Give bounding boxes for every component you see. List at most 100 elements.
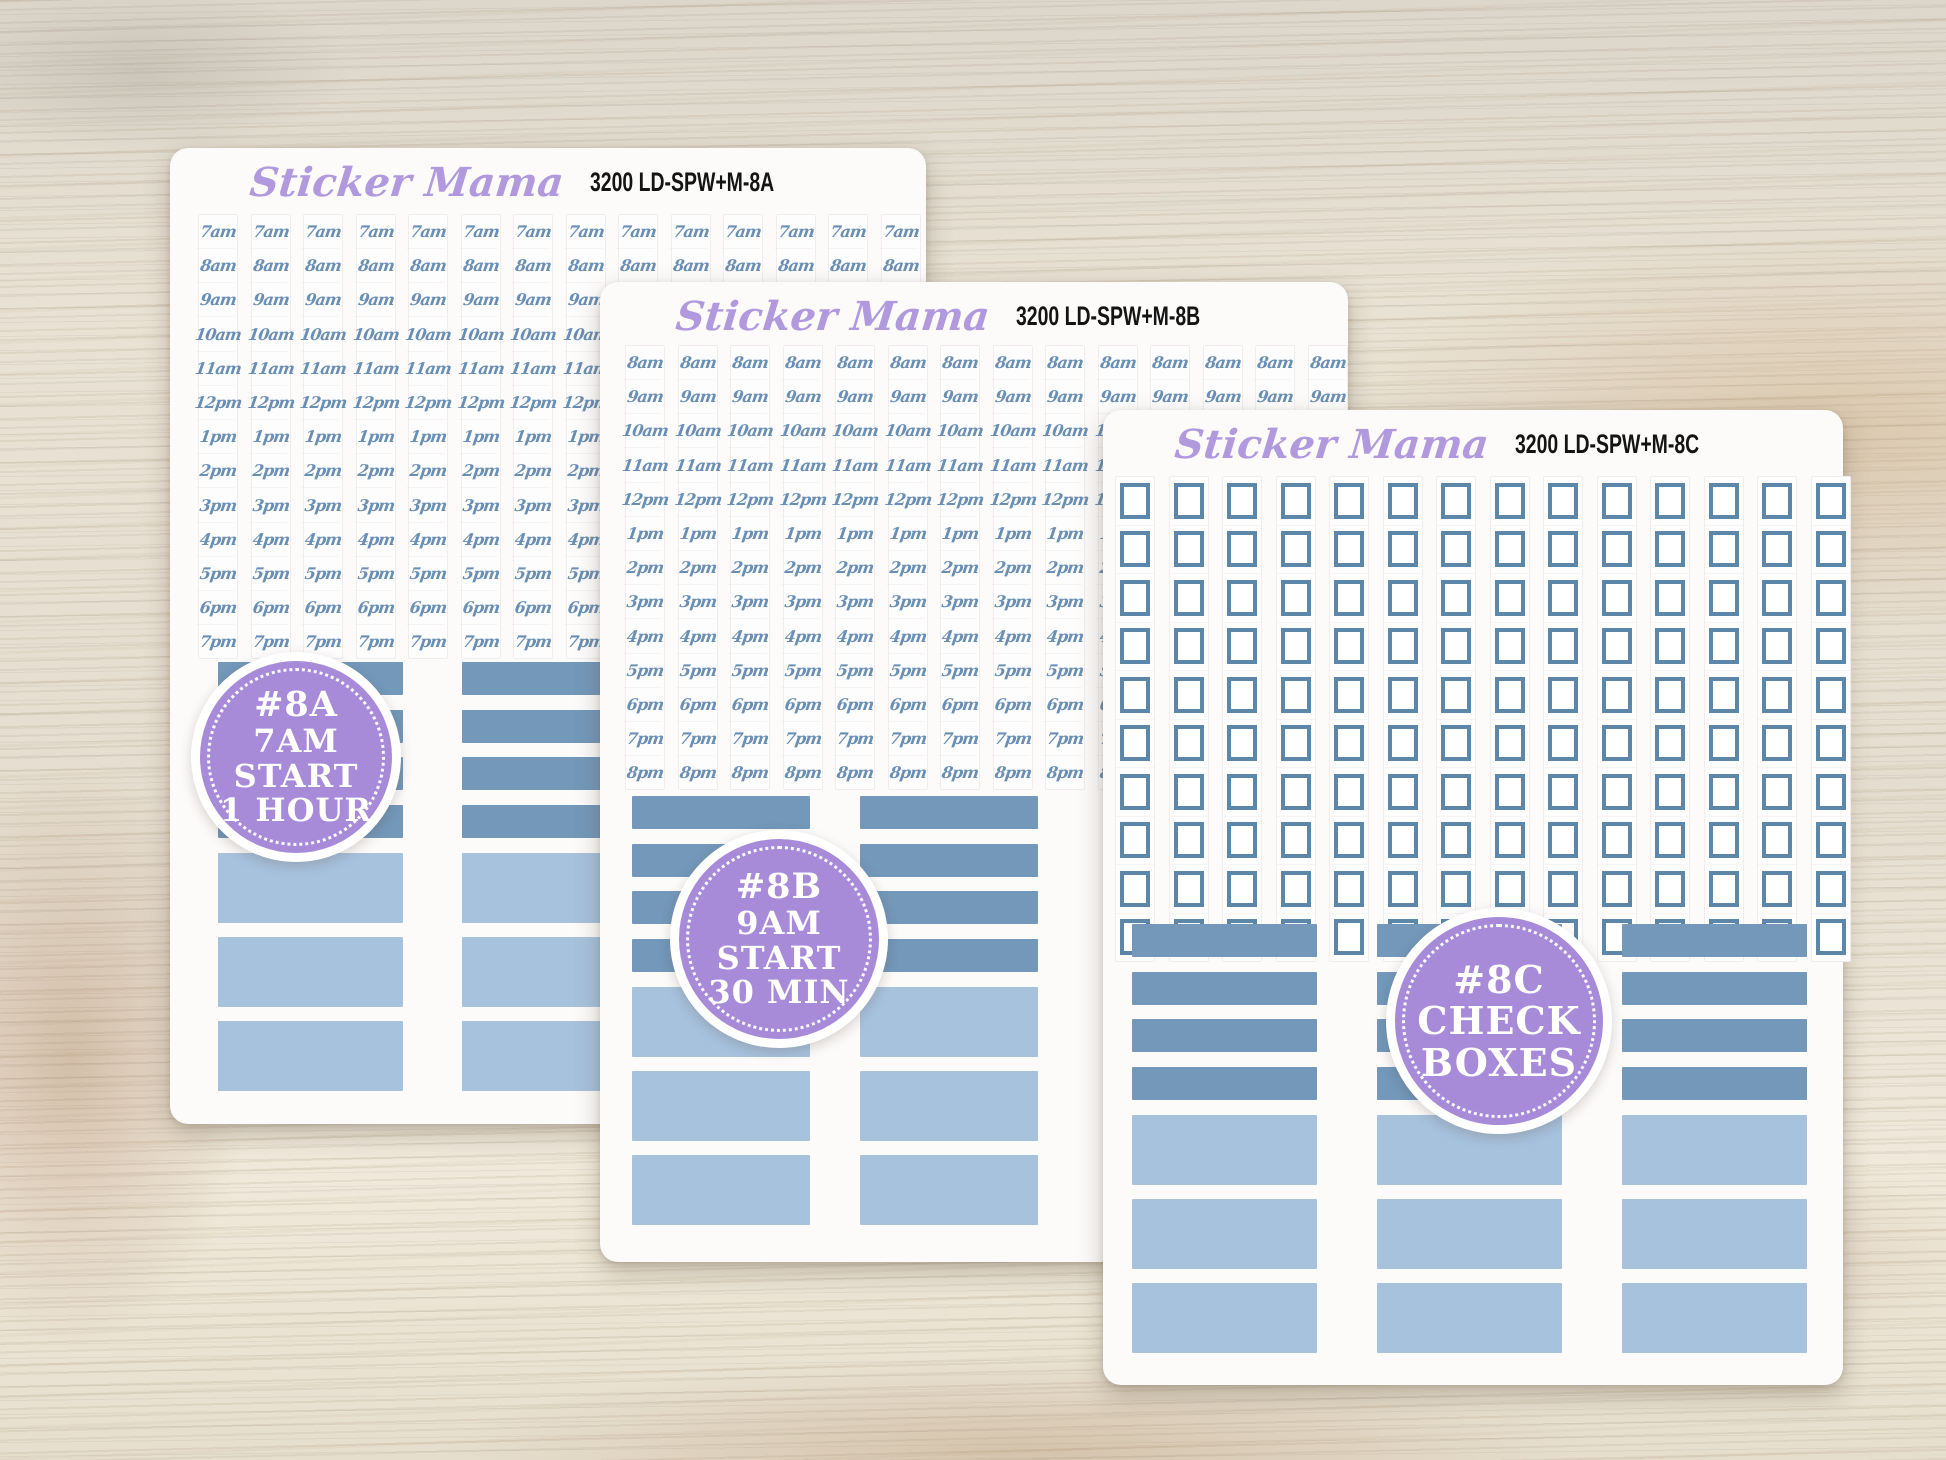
checkbox-cell [1544, 574, 1582, 623]
time-label-sticker: 8am [1253, 346, 1297, 381]
checkbox-sticker [1601, 482, 1632, 519]
checkbox-sticker [1334, 676, 1364, 713]
checkbox-cell [1704, 526, 1743, 574]
checkbox-cell [1223, 526, 1261, 574]
checkbox-cell [1383, 865, 1422, 914]
time-label-sticker: 7am [249, 215, 292, 250]
time-label-sticker: 3pm [406, 488, 450, 523]
checkbox-cell [1383, 720, 1422, 768]
time-label-sticker: 6pm [728, 687, 772, 723]
checkbox-cell [1223, 623, 1261, 671]
checkbox-sticker [1762, 773, 1792, 810]
checkbox-sticker [1494, 725, 1525, 762]
checkbox-sticker [1120, 822, 1150, 859]
time-label-sticker: 5pm [623, 653, 667, 688]
checkbox-cell [1383, 623, 1422, 671]
time-label-sticker: 1pm [354, 420, 397, 455]
sticker-sheet-8c: Sticker Mama 3200 LD-SPW+M-8C #8C CHECK … [1103, 410, 1851, 1385]
dark-bar-sticker [1622, 1019, 1807, 1053]
checkbox-cell [1704, 477, 1743, 526]
time-label-sticker: 8pm [940, 763, 980, 783]
time-label-sticker: 4pm [406, 522, 450, 557]
sheet-8a-header: Sticker Mama 3200 LD-SPW+M-8A [170, 156, 926, 208]
time-label-sticker: 11am [246, 351, 295, 386]
time-label-sticker: 6pm [938, 687, 982, 723]
checkbox-sticker [1227, 579, 1257, 616]
time-label-sticker: 5pm [301, 556, 345, 592]
light-box-sticker [1132, 1282, 1317, 1353]
time-label-sticker: 7pm [991, 722, 1034, 757]
checkbox-sticker [1548, 628, 1578, 665]
time-label-sticker: 3pm [728, 585, 772, 620]
checkbox-cell [1544, 477, 1582, 526]
time-label-sticker: 3pm [249, 488, 292, 523]
time-label-sticker: 8am [879, 249, 922, 284]
checkbox-sticker [1494, 773, 1525, 810]
time-label-sticker: 8am [774, 249, 817, 284]
time-label-sticker: 7am [406, 215, 450, 250]
variant-badge-8c: #8C CHECK BOXES [1386, 908, 1612, 1134]
checkbox-cell [1811, 477, 1850, 526]
time-label-sticker: 6pm [623, 687, 667, 723]
checkbox-cell [1490, 817, 1529, 865]
time-label-sticker: 7pm [833, 722, 877, 757]
time-label-sticker: 12pm [936, 482, 985, 517]
checkbox-cell [1169, 477, 1208, 526]
checkbox-sticker [1227, 676, 1257, 713]
checkbox-cell [1276, 574, 1315, 623]
time-label-sticker: 1pm [459, 420, 502, 455]
time-label-sticker: 11am [988, 448, 1037, 483]
time-label-sticker: 11am [726, 448, 774, 483]
time-label-sticker: 7pm [356, 632, 395, 652]
checkbox-sticker [1441, 676, 1471, 713]
checkbox-sticker [1280, 676, 1311, 713]
checkbox-sticker [1173, 822, 1204, 859]
checkbox-cell [1544, 720, 1582, 768]
checkbox-sticker [1120, 579, 1150, 616]
time-label-sticker: 8pm [783, 763, 822, 783]
checkbox-cell [1169, 526, 1208, 574]
checkbox-sticker [1441, 628, 1471, 665]
time-label-sticker: 2pm [886, 551, 929, 586]
checkbox-strip [1382, 476, 1423, 962]
checkbox-sticker [1173, 482, 1204, 519]
box-sticker-column [1132, 924, 1317, 1367]
checkbox-strip [1650, 476, 1690, 962]
checkbox-sticker [1548, 676, 1578, 713]
checkbox-sticker [1173, 676, 1204, 713]
checkbox-cell [1223, 865, 1261, 914]
checkbox-cell [1169, 768, 1208, 817]
checkbox-cell [1811, 574, 1850, 623]
time-label-sticker: 5pm [406, 556, 450, 592]
checkbox-sticker [1334, 531, 1364, 568]
light-box-sticker [860, 1070, 1038, 1141]
checkbox-sticker [1655, 822, 1685, 859]
time-label-sticker: 8am [1096, 346, 1139, 381]
time-label-sticker: 12pm [509, 385, 558, 421]
time-label-sticker: 6pm [301, 591, 345, 626]
time-label-sticker: 9am [833, 380, 877, 415]
time-label-sticker: 10am [194, 317, 242, 352]
time-label-sticker: 4pm [623, 619, 667, 654]
checkbox-sticker [1173, 628, 1204, 665]
checkbox-cell [1169, 623, 1208, 671]
sheet-8b-header: Sticker Mama 3200 LD-SPW+M-8B [600, 290, 1348, 342]
time-label-sticker: 8am [676, 346, 719, 381]
time-label-sticker: 11am [351, 351, 400, 386]
light-box-sticker [1622, 1282, 1807, 1353]
time-label-sticker: 8am [1043, 346, 1087, 381]
time-label-sticker: 6pm [1043, 687, 1087, 723]
time-label-sticker: 7am [879, 215, 922, 250]
time-label-sticker: 9am [249, 283, 292, 318]
checkbox-cell [1276, 865, 1315, 914]
badge-text: #8A [254, 684, 338, 726]
time-label-sticker: 8am [728, 346, 772, 381]
brand-logo: Sticker Mama [1172, 420, 1492, 468]
checkbox-cell [1758, 720, 1796, 768]
time-label-sticker: 2pm [249, 454, 292, 489]
